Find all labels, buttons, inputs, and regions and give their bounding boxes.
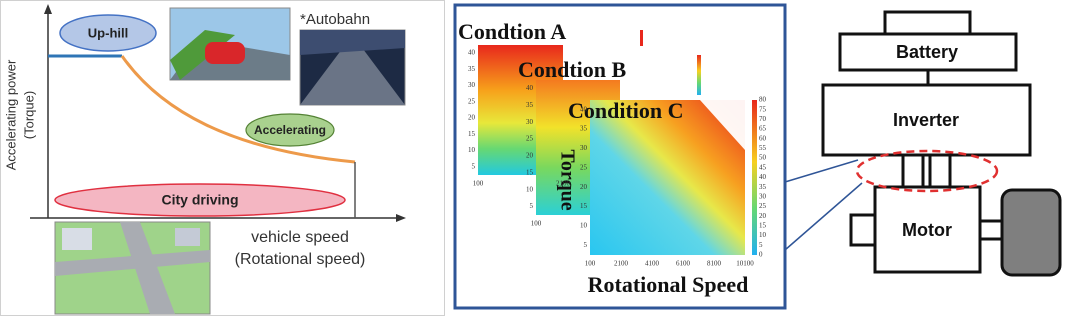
x-tick-label: 100 xyxy=(585,260,596,268)
inverter-label: Inverter xyxy=(893,110,959,130)
x-tick-label: 6100 xyxy=(676,260,691,268)
highlight xyxy=(855,149,999,193)
colorbar-tick-label: 35 xyxy=(759,183,767,191)
y-tick-label: 30 xyxy=(580,144,588,152)
autobahn-photo xyxy=(299,29,406,106)
city-label: City driving xyxy=(161,192,238,208)
colorbar-tick-label: 10 xyxy=(759,231,767,239)
autobahn-label: *Autobahn xyxy=(300,11,370,28)
y-tick-label: 5 xyxy=(472,162,476,170)
condition-c-map xyxy=(590,100,757,255)
colorbar-tick-label: 30 xyxy=(759,192,767,200)
y-tick-label: 15 xyxy=(580,202,588,210)
colorbar-tick-label: 75 xyxy=(759,105,767,113)
x-tick-label: 100 xyxy=(473,180,484,188)
colorbar-tick-label: 45 xyxy=(759,163,767,171)
condition-a-title: Condtion A xyxy=(458,19,566,44)
accelerating-label: Accelerating xyxy=(254,123,326,137)
y-tick-label: 15 xyxy=(468,130,476,138)
colorbar-tick-label: 70 xyxy=(759,115,767,123)
y-axis-label: (Torque) xyxy=(21,91,36,139)
uphill-photo xyxy=(169,7,291,81)
y-tick-label: 25 xyxy=(580,163,588,171)
power-curve xyxy=(120,55,356,164)
colorbar-tick-label: 60 xyxy=(759,134,767,142)
colorbar-tick-label: 80 xyxy=(759,96,767,104)
y-tick-label: 20 xyxy=(526,152,534,160)
x-tick-label: 2100 xyxy=(556,180,571,188)
y-axis-label: Torque xyxy=(556,149,578,210)
city-photo xyxy=(54,221,211,315)
y-tick-label: 40 xyxy=(468,49,476,57)
x-tick-label: 2100 xyxy=(614,260,629,268)
condition-c-title: Condition C xyxy=(568,98,684,123)
connector xyxy=(784,159,859,183)
arrow xyxy=(44,4,52,14)
y-tick-label: 20 xyxy=(580,183,588,191)
x-axis-label: Rotational Speed xyxy=(588,272,749,297)
colorbar-tick-label: 5 xyxy=(759,241,763,249)
y-tick-label: 25 xyxy=(468,97,476,105)
y-tick-label: 35 xyxy=(526,101,534,109)
y-tick-label: 5 xyxy=(530,202,534,210)
y-tick-label: 5 xyxy=(584,241,588,249)
battery-label: Battery xyxy=(896,42,958,62)
y-tick-label: 35 xyxy=(580,125,588,133)
x-tick-label: 100 xyxy=(531,220,542,228)
x-tick-label: 10100 xyxy=(736,260,754,268)
y-tick-label: 20 xyxy=(468,114,476,122)
colorbar-tick-label: 40 xyxy=(759,173,767,181)
y-tick-label: 30 xyxy=(526,118,534,126)
connector xyxy=(784,182,863,251)
colorbar-tick-label: 15 xyxy=(759,222,767,230)
x-axis-label: vehicle speed xyxy=(251,229,349,246)
uphill-label: Up-hill xyxy=(88,25,128,40)
accelerating-bubble xyxy=(245,113,335,147)
arrow xyxy=(396,214,406,222)
y-tick-label: 35 xyxy=(468,65,476,73)
colorbar-tick-label: 20 xyxy=(759,212,767,220)
y-tick-label: 25 xyxy=(526,135,534,143)
colorbar-tick-label: 55 xyxy=(759,144,767,152)
y-tick-label: 10 xyxy=(468,146,476,154)
powertrain xyxy=(821,10,1062,277)
colorbar-tick-label: 50 xyxy=(759,154,767,162)
y-tick-label: 10 xyxy=(580,222,588,230)
x-tick-label: 8100 xyxy=(707,260,722,268)
y-tick-label: 15 xyxy=(526,168,534,176)
motor-label: Motor xyxy=(902,220,952,240)
colorbar-tick-label: 25 xyxy=(759,202,767,210)
city-bubble xyxy=(54,183,346,217)
y-axis-label: Accelerating power xyxy=(3,59,18,170)
y-tick-label: 40 xyxy=(580,105,588,113)
x-tick-label: 4100 xyxy=(645,260,660,268)
y-tick-label: 10 xyxy=(526,185,534,193)
colorbar-tick-label: 0 xyxy=(759,251,763,259)
condition-b-title: Condtion B xyxy=(518,57,627,82)
y-tick-label: 30 xyxy=(468,81,476,89)
colorbar-tick-label: 65 xyxy=(759,125,767,133)
uphill-bubble xyxy=(59,14,157,52)
y-tick-label: 40 xyxy=(526,84,534,92)
x-axis-label: (Rotational speed) xyxy=(235,251,366,268)
